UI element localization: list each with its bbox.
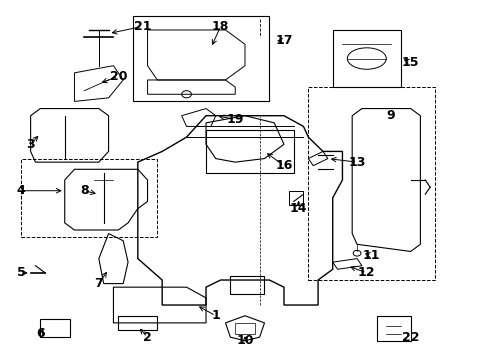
Bar (133, 16, 270, 102)
Text: 19: 19 (226, 113, 244, 126)
Text: 15: 15 (402, 55, 419, 69)
Text: 11: 11 (363, 248, 380, 261)
Text: 10: 10 (236, 334, 254, 347)
Text: 1: 1 (211, 309, 220, 322)
Bar (230, 276, 265, 294)
Bar (333, 30, 401, 87)
Text: 18: 18 (212, 20, 229, 33)
Text: 7: 7 (95, 277, 103, 290)
Text: 13: 13 (348, 156, 366, 168)
Text: 21: 21 (134, 20, 151, 33)
Bar (376, 316, 411, 341)
Text: 17: 17 (275, 34, 293, 47)
Text: 9: 9 (387, 109, 395, 122)
Text: 22: 22 (402, 331, 419, 344)
Text: 6: 6 (36, 327, 45, 340)
Bar (21, 158, 157, 237)
Text: 5: 5 (17, 266, 25, 279)
Text: 20: 20 (110, 70, 127, 83)
Text: 14: 14 (290, 202, 307, 215)
Text: 12: 12 (358, 266, 375, 279)
Bar (235, 323, 255, 334)
Text: 8: 8 (80, 184, 89, 197)
Text: 16: 16 (275, 159, 293, 172)
Text: 4: 4 (17, 184, 25, 197)
Text: 3: 3 (26, 138, 35, 151)
Text: 2: 2 (143, 331, 152, 344)
Bar (206, 130, 294, 173)
Bar (308, 87, 435, 280)
